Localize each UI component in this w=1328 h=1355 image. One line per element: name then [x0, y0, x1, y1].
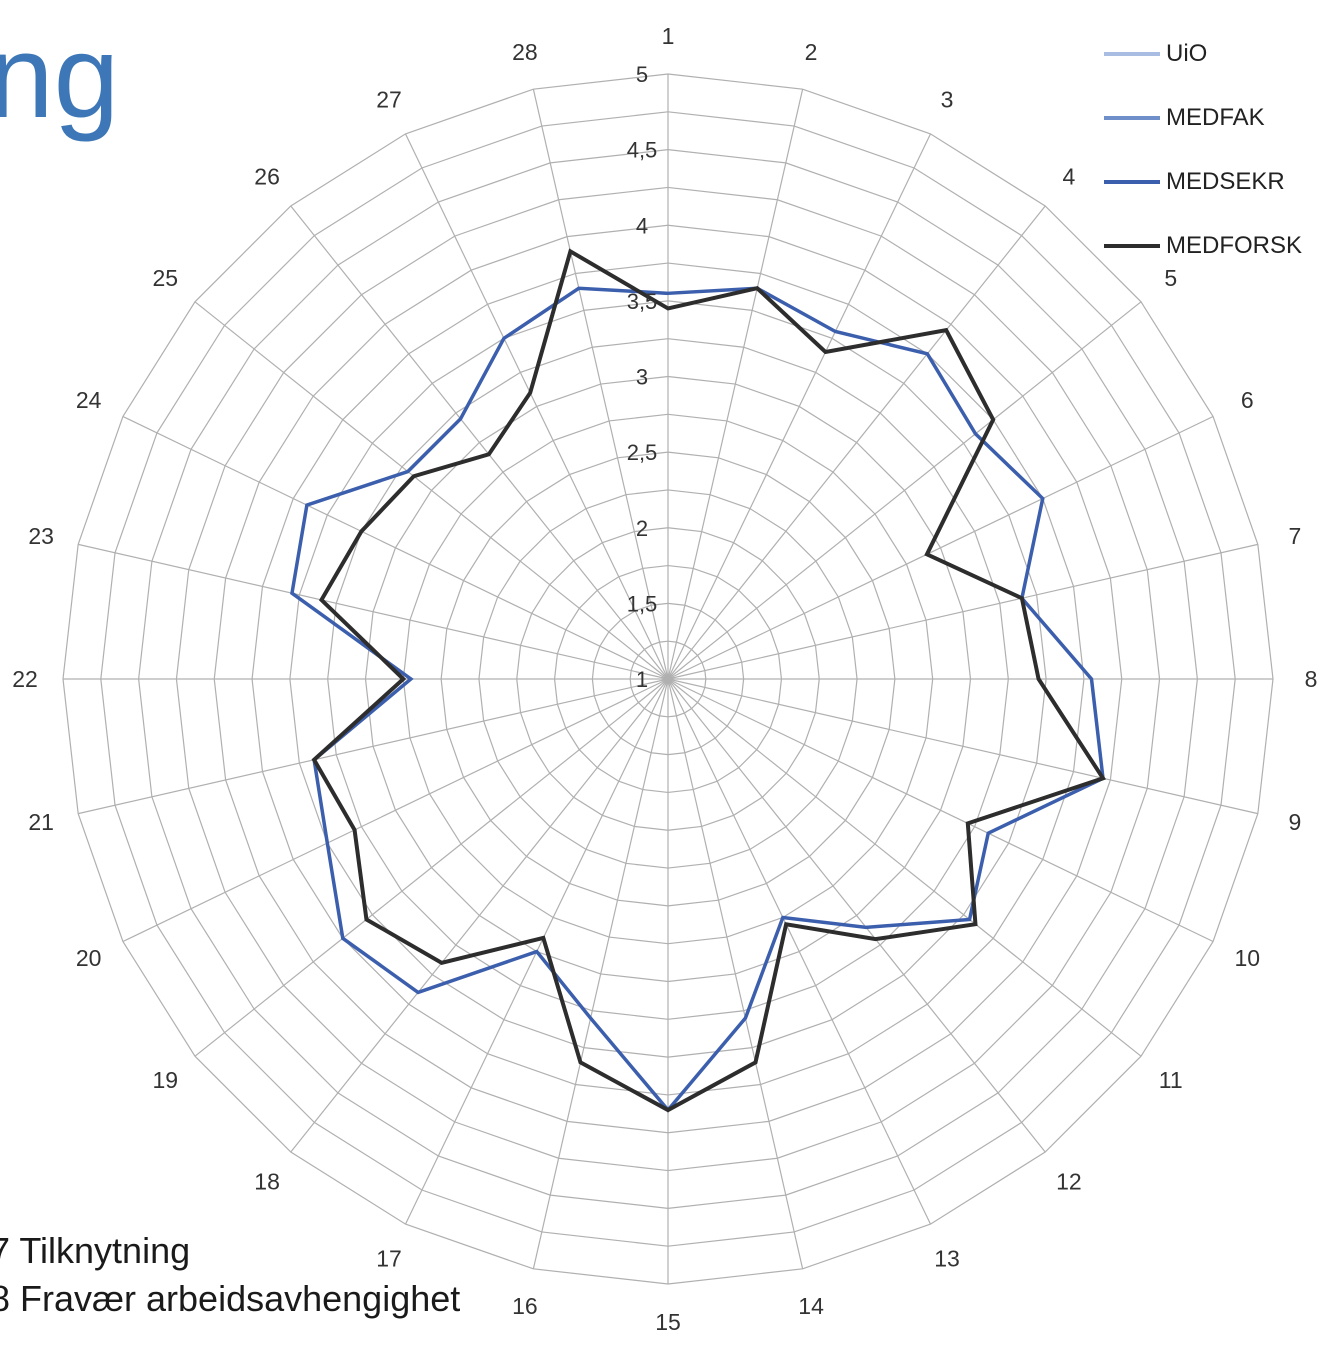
radial-tick-label: 3,5	[627, 289, 658, 314]
category-label: 18	[254, 1169, 280, 1195]
category-label: 17	[376, 1245, 402, 1271]
grid-spoke	[194, 301, 669, 680]
legend-label-medsekr: MEDSEKR	[1166, 168, 1285, 195]
category-label: 2	[805, 39, 818, 65]
legend-item-uio: UiO	[1104, 22, 1302, 86]
legend-swatch-medfak	[1104, 116, 1160, 120]
category-label: 14	[798, 1293, 824, 1319]
grid-spoke	[667, 133, 932, 680]
legend-swatch-medforsk	[1104, 244, 1160, 248]
grid-spoke	[122, 678, 669, 943]
radial-tick-label: 5	[636, 62, 648, 87]
category-label: 9	[1288, 809, 1301, 835]
category-label: 27	[376, 87, 402, 113]
legend-label-uio: UiO	[1166, 40, 1208, 67]
category-label: 8	[1305, 666, 1318, 692]
radial-tick-label: 4,5	[627, 138, 658, 163]
grid-spoke	[667, 301, 1142, 680]
radial-tick-label: 3	[636, 365, 648, 390]
category-label: 4	[1063, 163, 1076, 189]
grid-spoke	[667, 678, 1046, 1153]
grid-spoke	[78, 543, 669, 680]
footer-line-fravaer: 8 Fravær arbeidsavhengighet	[0, 1278, 461, 1319]
legend-label-medforsk: MEDFORSK	[1166, 232, 1303, 259]
grid-spoke	[667, 415, 1214, 680]
category-label: 15	[655, 1309, 681, 1335]
grid-spoke	[78, 678, 669, 815]
radial-tick-label: 2	[636, 516, 648, 541]
grid-spoke	[667, 678, 804, 1269]
legend-swatch-medsekr	[1104, 180, 1160, 184]
category-label: 20	[76, 945, 102, 971]
category-label: 6	[1241, 387, 1254, 413]
grid-spoke	[532, 89, 669, 680]
category-label: 21	[28, 809, 54, 835]
category-labels: 1234567891011121314151617181920212223242…	[12, 23, 1317, 1335]
radial-tick-label: 1,5	[627, 591, 658, 616]
grid-spoke	[667, 678, 1214, 943]
category-label: 11	[1159, 1067, 1183, 1093]
category-label: 1	[662, 23, 675, 49]
radial-tick-labels: 1 1,5 2 2,5 3 3,5 4 4,5 5	[627, 62, 658, 692]
legend-swatch-uio	[1104, 52, 1160, 56]
grid-spoke	[194, 678, 669, 1057]
radar-series	[290, 248, 1107, 1113]
series-line-medsekr	[290, 286, 1105, 1113]
slide-title-fragment: ng	[0, 11, 120, 143]
radial-tick-label: 1	[636, 667, 648, 692]
category-label: 19	[152, 1067, 178, 1093]
footer-line-tilknytning: 7 Tilknytning	[0, 1230, 191, 1271]
radar-spokes	[63, 74, 1273, 1284]
grid-spoke	[667, 678, 1258, 815]
series-line-medforsk	[311, 248, 1107, 1113]
legend-label-medfak: MEDFAK	[1166, 104, 1265, 131]
chart-legend: UiO MEDFAK MEDSEKR MEDFORSK	[1104, 22, 1302, 278]
category-label: 26	[254, 163, 280, 189]
category-label: 3	[941, 87, 954, 113]
category-label: 16	[512, 1293, 538, 1319]
category-label: 12	[1056, 1169, 1082, 1195]
grid-spoke	[122, 415, 669, 680]
grid-spoke	[532, 678, 669, 1269]
legend-item-medsekr: MEDSEKR	[1104, 150, 1302, 214]
category-label: 23	[28, 523, 54, 549]
category-label: 25	[152, 265, 178, 291]
category-label: 7	[1288, 523, 1301, 549]
category-label: 28	[512, 39, 538, 65]
grid-spoke	[404, 133, 669, 680]
grid-spoke	[290, 205, 669, 680]
grid-spoke	[667, 543, 1258, 680]
grid-spoke	[667, 205, 1046, 680]
category-label: 5	[1164, 265, 1177, 291]
category-label: 22	[12, 666, 38, 692]
grid-spoke	[667, 678, 1142, 1057]
radial-tick-label: 2,5	[627, 440, 658, 465]
legend-item-medforsk: MEDFORSK	[1104, 214, 1302, 278]
category-label: 24	[76, 387, 102, 413]
legend-item-medfak: MEDFAK	[1104, 86, 1302, 150]
grid-spoke	[667, 89, 804, 680]
grid-spoke	[290, 678, 669, 1153]
grid-spoke	[667, 678, 932, 1225]
category-label: 10	[1235, 945, 1261, 971]
category-label: 13	[934, 1245, 960, 1271]
radial-tick-label: 4	[636, 213, 648, 238]
